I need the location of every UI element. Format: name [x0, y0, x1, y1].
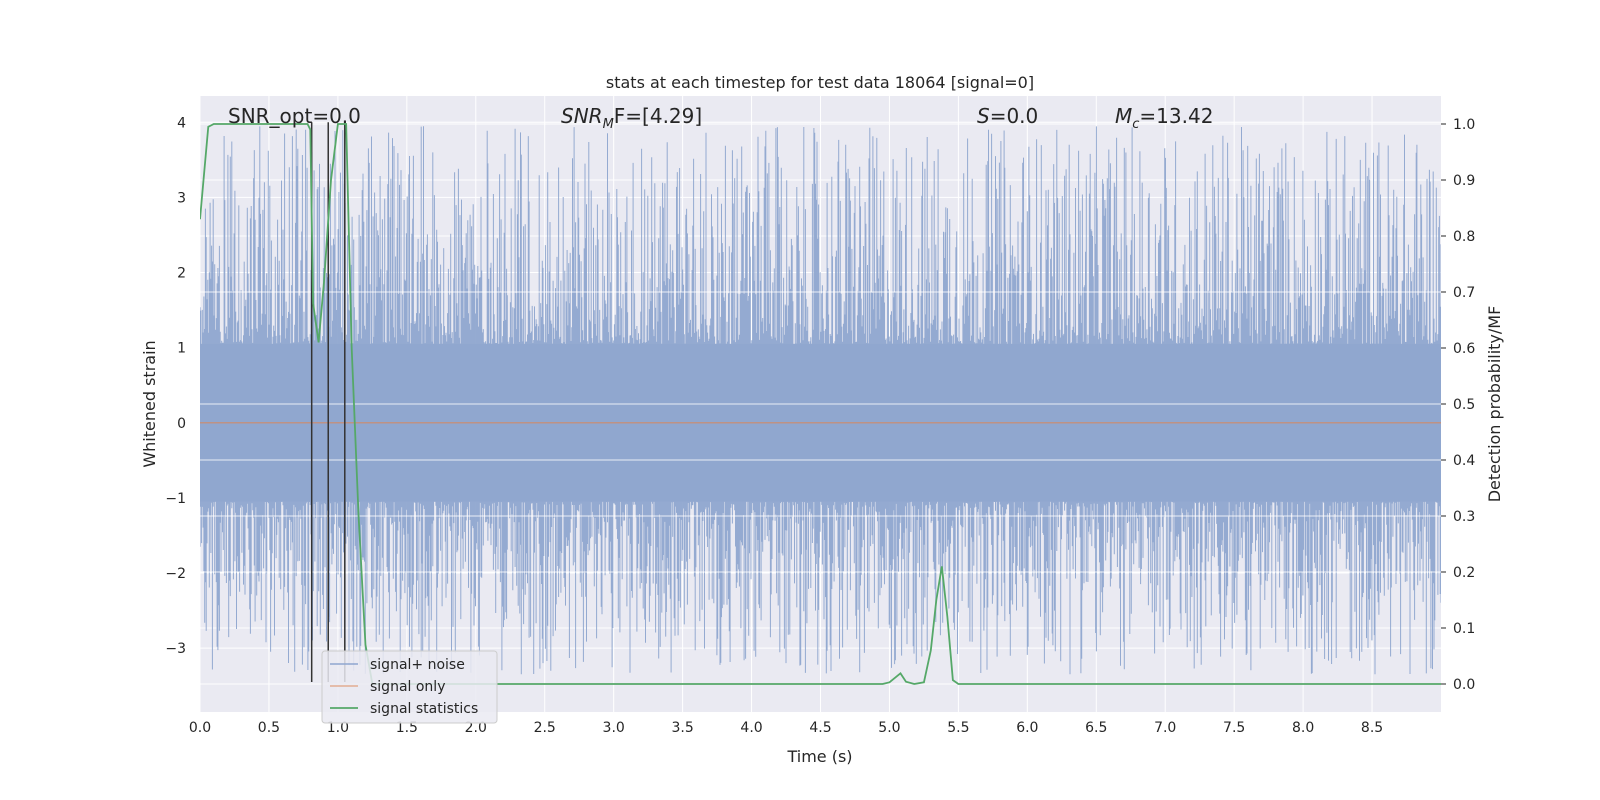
x-tick-label: 7.5 — [1223, 720, 1245, 736]
x-tick-label: 3.0 — [603, 720, 625, 736]
x-axis-label: Time (s) — [786, 747, 852, 766]
legend-label-noise: signal+ noise — [370, 657, 465, 673]
y-left-tick-label: −2 — [165, 566, 186, 582]
mc-main: M — [1115, 104, 1132, 128]
legend-box — [321, 650, 498, 724]
x-tick-label: 7.0 — [1154, 720, 1176, 736]
snr-mf-sub: M — [603, 117, 614, 132]
mc-sub: c — [1132, 117, 1139, 132]
y-axis-right-label: Detection probability/MF — [1485, 306, 1504, 503]
y-right-tick-label: 0.4 — [1453, 453, 1475, 469]
y-left-tick-label: 3 — [177, 190, 186, 206]
x-tick-label: 6.0 — [1016, 720, 1038, 736]
y-right-tick-label: 0.8 — [1453, 229, 1475, 245]
x-tick-label: 1.5 — [396, 720, 418, 736]
x-tick-label: 1.0 — [327, 720, 349, 736]
annotation-s: S=0.0 — [977, 104, 1038, 128]
s-main: S — [977, 104, 990, 128]
mc-rest: =13.42 — [1139, 104, 1213, 128]
legend-label-stats: signal statistics — [370, 701, 478, 717]
x-tick-label: 8.0 — [1292, 720, 1314, 736]
legend: signal+ noise signal only signal statist… — [321, 650, 498, 724]
y-right-tick-label: 0.3 — [1453, 509, 1475, 525]
x-tick-label: 5.5 — [947, 720, 969, 736]
x-tick-label: 6.5 — [1085, 720, 1107, 736]
annotation-snr-mf: SNRMF=[4.29] — [561, 104, 702, 132]
chart-title: stats at each timestep for test data 180… — [606, 73, 1034, 92]
tick-labels: 0.0 0.5 1.0 1.5 2.0 2.5 3.0 3.5 4.0 4.5 5.0 5.5 6.0 6… — [165, 115, 1475, 736]
y-left-tick-label: 2 — [177, 266, 186, 282]
y-right-tick-label: 0.7 — [1453, 285, 1475, 301]
snr-mf-main: SNR — [561, 104, 603, 128]
y-left-tick-label: 1 — [177, 341, 186, 357]
x-tick-label: 3.5 — [671, 720, 693, 736]
annotation-snr-opt: SNR_opt=0.0 — [228, 104, 361, 128]
x-tick-label: 8.5 — [1361, 720, 1383, 736]
line-series — [200, 122, 1441, 685]
legend-label-signal: signal only — [370, 679, 445, 695]
y-right-tick-label: 0.0 — [1453, 677, 1475, 693]
x-tick-label: 5.0 — [878, 720, 900, 736]
y-right-tick-label: 0.1 — [1453, 621, 1475, 637]
x-tick-label: 2.5 — [534, 720, 556, 736]
y-left-tick-label: 0 — [177, 416, 186, 432]
y-right-tick-label: 0.9 — [1453, 173, 1475, 189]
annotation-mc: Mc=13.42 — [1115, 104, 1213, 132]
y-right-tick-label: 0.2 — [1453, 565, 1475, 581]
x-tick-label: 4.5 — [809, 720, 831, 736]
x-tick-label: 4.0 — [740, 720, 762, 736]
y-right-tick-label: 0.6 — [1453, 341, 1475, 357]
y-left-tick-label: −3 — [165, 641, 186, 657]
s-rest: =0.0 — [990, 104, 1039, 128]
y-left-tick-label: 4 — [177, 115, 186, 131]
y-axis-left-label: Whitened strain — [140, 340, 159, 467]
x-tick-label: 0.0 — [189, 720, 211, 736]
x-tick-label: 0.5 — [258, 720, 280, 736]
y-left-tick-label: −1 — [165, 491, 186, 507]
x-tick-label: 2.0 — [465, 720, 487, 736]
y-right-tick-label: 1.0 — [1453, 117, 1475, 133]
snr-mf-rest: F=[4.29] — [614, 104, 702, 128]
y-right-tick-label: 0.5 — [1453, 397, 1475, 413]
